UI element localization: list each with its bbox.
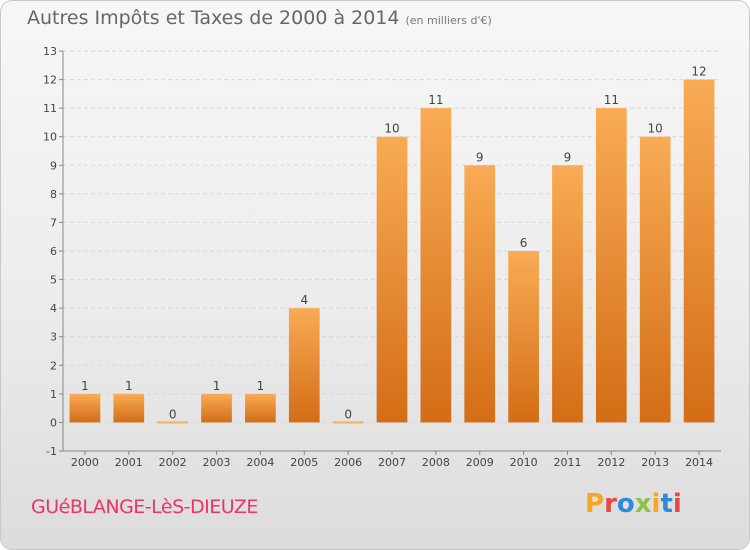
logo-letter: r xyxy=(604,489,617,519)
y-tick-label: 13 xyxy=(43,45,57,58)
bar xyxy=(288,308,320,423)
bar xyxy=(639,136,671,423)
data-label: 11 xyxy=(604,93,619,107)
bar xyxy=(683,79,715,423)
y-tick-label: 3 xyxy=(50,331,57,344)
y-tick-label: 1 xyxy=(50,388,57,401)
y-tick-label: 4 xyxy=(50,302,57,315)
data-label: 11 xyxy=(428,93,443,107)
data-label: 1 xyxy=(213,379,221,393)
chart-title-text: Autres Impôts et Taxes de 2000 à 2014 xyxy=(27,7,400,29)
x-tick-label: 2004 xyxy=(246,456,274,469)
x-tick-label: 2005 xyxy=(290,456,318,469)
bar xyxy=(245,393,276,423)
data-label: 9 xyxy=(564,150,572,164)
bar xyxy=(113,393,145,423)
data-label: 10 xyxy=(648,122,663,136)
chart-subtitle: (en milliers d'€) xyxy=(405,14,492,27)
bar-layer xyxy=(69,79,715,424)
bar xyxy=(595,108,627,423)
data-label: 1 xyxy=(125,379,133,393)
y-tick-label: 9 xyxy=(50,159,57,172)
data-label: 10 xyxy=(384,122,399,136)
bar xyxy=(552,165,583,423)
y-tick-label: 10 xyxy=(43,131,57,144)
bar xyxy=(332,421,364,424)
x-tick-label: 2011 xyxy=(553,456,581,469)
chart-title: Autres Impôts et Taxes de 2000 à 2014 (en… xyxy=(27,7,492,29)
y-tick-label: 2 xyxy=(50,359,57,372)
data-label: 6 xyxy=(520,236,528,250)
y-tick-label: 7 xyxy=(50,216,57,229)
bar xyxy=(464,165,496,423)
data-label: 0 xyxy=(344,407,352,421)
x-tick-label: 2012 xyxy=(597,456,625,469)
data-label: 4 xyxy=(300,293,308,307)
x-tick-label: 2007 xyxy=(378,456,406,469)
logo-letter: t xyxy=(660,489,673,519)
logo-letter: o xyxy=(616,489,635,519)
logo-letter: i xyxy=(672,489,682,519)
y-tick-label: 12 xyxy=(43,74,57,87)
data-label: 12 xyxy=(691,65,706,79)
y-tick-label: -1 xyxy=(46,445,57,458)
proxiti-logo[interactable]: Proxiti xyxy=(585,489,682,519)
x-tick-label: 2008 xyxy=(422,456,450,469)
x-tick-label: 2010 xyxy=(510,456,538,469)
logo-letter: P xyxy=(585,489,605,519)
bar xyxy=(69,393,101,423)
x-tick-label: 2013 xyxy=(641,456,669,469)
x-tick-label: 2001 xyxy=(115,456,143,469)
y-tick-label: 11 xyxy=(43,102,57,115)
y-tick-label: 0 xyxy=(50,416,57,429)
logo-letter: i xyxy=(651,489,661,519)
data-label: 1 xyxy=(257,379,265,393)
x-tick-label: 2006 xyxy=(334,456,362,469)
data-label: 0 xyxy=(169,407,177,421)
x-tick-label: 2009 xyxy=(466,456,494,469)
commune-name: GUéBLANGE-LèS-DIEUZE xyxy=(31,496,258,518)
bar xyxy=(201,393,232,423)
bar xyxy=(376,136,408,423)
x-tick-label: 2002 xyxy=(159,456,187,469)
logo-letter: x xyxy=(634,489,652,519)
y-tick-label: 8 xyxy=(50,188,57,201)
bar xyxy=(157,421,189,424)
x-tick-label: 2014 xyxy=(685,456,713,469)
bar xyxy=(420,108,452,423)
y-tick-label: 5 xyxy=(50,274,57,287)
data-label: 1 xyxy=(81,379,89,393)
bar xyxy=(508,251,539,423)
x-tick-label: 2000 xyxy=(71,456,99,469)
x-tick-label: 2003 xyxy=(203,456,231,469)
data-label: 9 xyxy=(476,150,484,164)
y-tick-label: 6 xyxy=(50,245,57,258)
